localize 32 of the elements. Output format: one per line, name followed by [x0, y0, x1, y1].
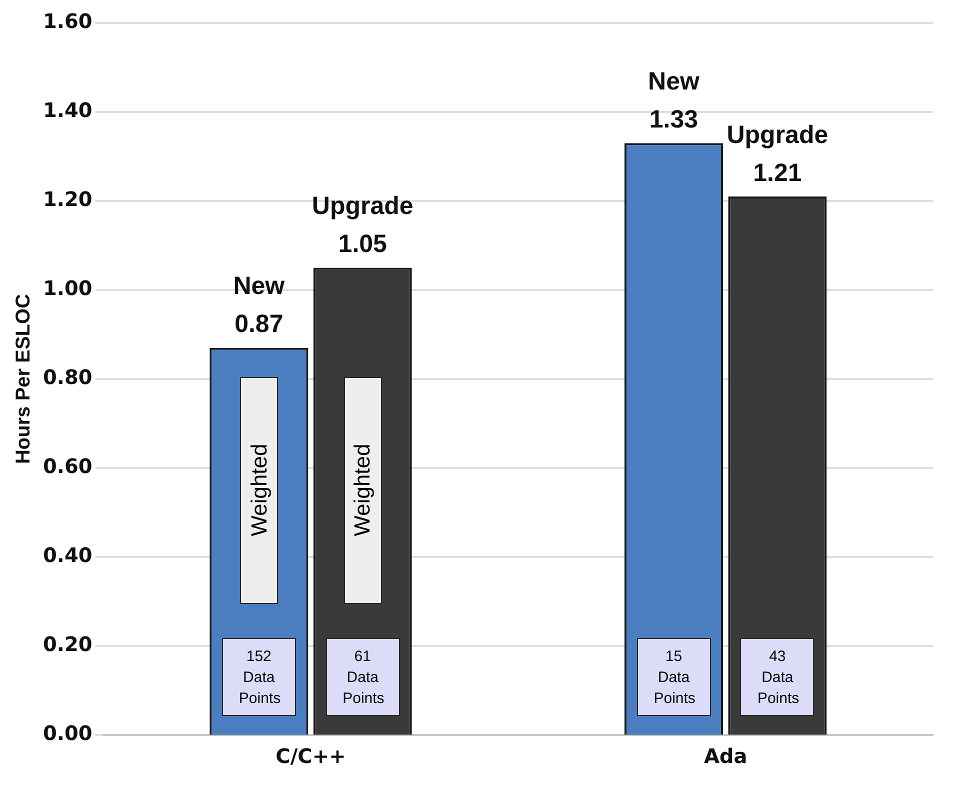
label-box: 61 Data Points — [326, 638, 400, 716]
annotation: Weighted — [350, 444, 376, 537]
x-tick-label: C/C++ — [276, 744, 346, 768]
y-axis-title: Hours Per ESLOC — [12, 294, 35, 464]
annotation: 61 Data Points — [342, 646, 384, 709]
data-label: 0.87 — [234, 310, 284, 338]
annotation: 152 Data Points — [238, 646, 281, 709]
text: Upgrade — [726, 120, 828, 149]
y-tick-label: 0.80 — [42, 365, 92, 390]
y-tick-label: 1.00 — [42, 276, 92, 300]
data-label: 1.33 — [649, 106, 698, 134]
x-tick-label: Ada — [704, 744, 748, 768]
data-label: 1.05 — [338, 230, 388, 258]
label-box: 43 Data Points — [740, 638, 814, 716]
y-tick-label: 1.20 — [42, 187, 92, 212]
y-tick-label: 0.20 — [42, 632, 92, 656]
label-box: Weighted — [240, 376, 278, 604]
y-tick-label: 1.60 — [42, 9, 92, 34]
data-label: 1.21 — [753, 158, 802, 187]
series-label: New — [648, 68, 700, 96]
series-label: Upgrade — [312, 192, 414, 220]
text: New — [233, 272, 285, 300]
y-tick-label: 1.40 — [42, 98, 92, 122]
label-box: Weighted — [344, 376, 382, 604]
annotation: Weighted — [246, 444, 272, 537]
annotation: 43 Data Points — [757, 646, 800, 709]
y-tick-label: 0.00 — [42, 721, 92, 746]
y-tick-label: 0.40 — [42, 543, 92, 568]
label-box: 152 Data Points — [222, 638, 296, 716]
annotation: 15 Data Points — [654, 646, 696, 709]
label-box: 15 Data Points — [636, 638, 711, 716]
y-tick-label: 0.60 — [42, 454, 92, 478]
